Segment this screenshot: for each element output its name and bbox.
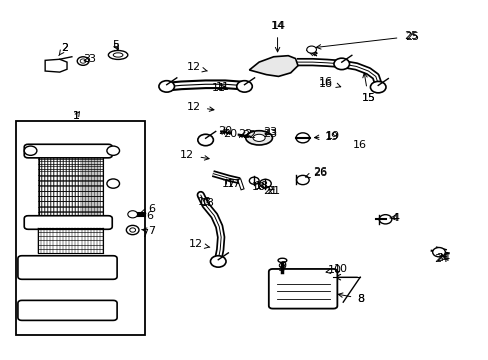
Text: 26: 26 (312, 168, 326, 178)
Text: 23: 23 (263, 129, 277, 139)
Text: 18: 18 (254, 181, 268, 192)
Ellipse shape (252, 134, 264, 141)
Text: 6: 6 (146, 211, 153, 221)
Text: 11: 11 (212, 83, 226, 93)
Text: 7: 7 (141, 229, 148, 239)
Circle shape (107, 179, 119, 188)
Text: 18: 18 (251, 182, 265, 192)
Text: 12: 12 (188, 239, 209, 249)
Text: 6: 6 (141, 204, 155, 214)
Text: 2: 2 (59, 43, 68, 55)
Text: 5: 5 (112, 40, 119, 50)
FancyBboxPatch shape (24, 144, 112, 158)
Text: 8: 8 (338, 293, 364, 303)
Ellipse shape (113, 53, 122, 57)
Text: 19: 19 (325, 132, 338, 142)
Circle shape (210, 256, 225, 267)
Circle shape (432, 248, 445, 257)
Ellipse shape (245, 131, 272, 145)
Text: 26: 26 (305, 167, 326, 178)
Circle shape (306, 46, 316, 53)
Circle shape (107, 146, 119, 156)
Text: 12: 12 (186, 63, 207, 72)
Text: 13: 13 (201, 198, 215, 208)
FancyBboxPatch shape (18, 300, 117, 320)
Circle shape (249, 177, 259, 184)
Text: 17: 17 (222, 179, 236, 189)
Circle shape (378, 215, 391, 224)
Text: 14: 14 (271, 21, 285, 31)
Polygon shape (38, 155, 103, 217)
Text: 2: 2 (61, 43, 68, 53)
Circle shape (198, 134, 213, 146)
Circle shape (259, 179, 271, 188)
Text: 9: 9 (277, 262, 284, 273)
Text: 9: 9 (278, 261, 285, 271)
Circle shape (24, 146, 37, 156)
Text: 16: 16 (352, 140, 366, 150)
Circle shape (127, 211, 137, 218)
Text: 21: 21 (265, 186, 279, 197)
FancyBboxPatch shape (268, 269, 337, 309)
Text: 25: 25 (405, 32, 418, 42)
Polygon shape (249, 56, 297, 76)
FancyBboxPatch shape (24, 216, 112, 229)
Text: 8: 8 (357, 294, 364, 303)
Text: 10: 10 (327, 265, 341, 275)
Circle shape (295, 133, 309, 143)
Text: 17: 17 (226, 179, 241, 189)
Circle shape (126, 225, 139, 235)
Text: 23: 23 (262, 127, 276, 137)
Bar (16, 121, 144, 336)
Text: 4: 4 (389, 212, 399, 222)
Text: 12: 12 (186, 102, 213, 112)
Text: 14: 14 (270, 21, 284, 52)
Circle shape (80, 59, 86, 63)
Ellipse shape (278, 258, 286, 262)
Text: 3: 3 (84, 54, 95, 64)
Ellipse shape (108, 50, 127, 59)
Text: 1: 1 (73, 111, 80, 121)
Text: 20: 20 (223, 129, 237, 139)
Text: 15: 15 (361, 93, 375, 103)
Circle shape (236, 81, 252, 92)
Text: 15: 15 (361, 73, 375, 103)
Text: 19: 19 (314, 131, 339, 141)
Text: 21: 21 (263, 186, 277, 197)
Circle shape (296, 175, 308, 185)
Circle shape (77, 57, 89, 65)
Text: 22: 22 (242, 130, 256, 140)
Circle shape (159, 81, 174, 92)
Circle shape (129, 228, 135, 232)
Text: 13: 13 (197, 197, 211, 207)
Text: 16: 16 (319, 77, 340, 87)
Text: 12: 12 (180, 150, 209, 160)
Text: 25: 25 (316, 31, 417, 49)
Text: 11: 11 (215, 82, 229, 92)
FancyBboxPatch shape (18, 256, 117, 279)
Text: 16: 16 (319, 78, 332, 89)
Text: 24: 24 (435, 253, 449, 263)
Text: 1: 1 (73, 111, 80, 121)
Text: 10: 10 (325, 264, 347, 274)
Text: 3: 3 (83, 54, 90, 64)
Text: 7: 7 (142, 226, 155, 236)
Text: 5: 5 (112, 43, 119, 53)
Text: 20: 20 (218, 126, 232, 136)
Text: 24: 24 (433, 253, 447, 264)
Text: 4: 4 (391, 212, 398, 222)
Circle shape (370, 81, 385, 93)
Text: 22: 22 (238, 129, 252, 139)
Circle shape (333, 58, 349, 69)
